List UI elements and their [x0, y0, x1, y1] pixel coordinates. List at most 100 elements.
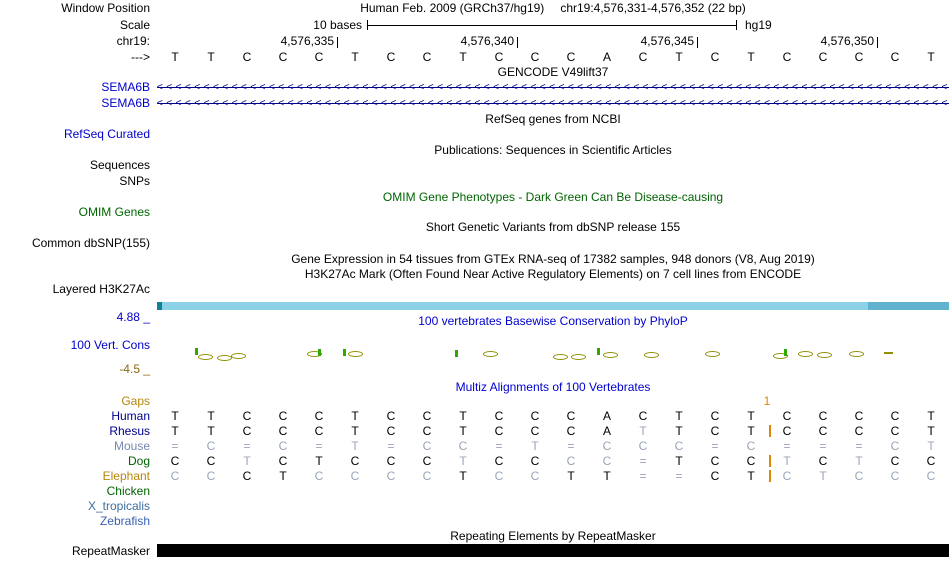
- gtex-title-row: Gene Expression in 54 tissues from GTEx …: [0, 252, 950, 266]
- gene-model-sema6b-2[interactable]: <<<<<<<<<<<<<<<<<<<<<<<<<<<<<<<<<<<<<<<<…: [157, 96, 949, 110]
- alignment-base: C: [746, 454, 756, 468]
- h3k27ac-signal-bar[interactable]: [157, 302, 949, 310]
- alignment-row-elephant[interactable]: Elephant C C C T C C C C T C C T T = = C T C T C C C: [0, 469, 950, 484]
- gencode-title[interactable]: GENCODE V49lift37: [497, 65, 609, 79]
- gene-label-sema6b-2[interactable]: SEMA6B: [101, 96, 150, 110]
- phylop-title-row: 100 vertebrates Basewise Conservation by…: [0, 314, 950, 328]
- alignment-row-x_tropicalis[interactable]: X_tropicalis: [0, 499, 950, 514]
- alignment-row-rhesus[interactable]: Rhesus T T C C C T C C T C C C A T T C T C C C C T: [0, 424, 950, 439]
- sequence-base: C: [782, 50, 792, 64]
- gtex-title[interactable]: Gene Expression in 54 tissues from GTEx …: [291, 252, 815, 266]
- multiz-alignment: Gaps 1 Human T T C C C T C C T C C C A C T C T C C C C T Rhesus T T…: [0, 394, 950, 534]
- gene-label-sema6b-1[interactable]: SEMA6B: [101, 80, 150, 94]
- phylop-negative-mark: [817, 352, 832, 358]
- gap-tick: [769, 455, 771, 467]
- sequence-base: T: [747, 50, 755, 64]
- alignment-base: C: [926, 454, 936, 468]
- dbsnp-title[interactable]: Short Genetic Variants from dbSNP releas…: [425, 220, 681, 234]
- track-label-omim-genes[interactable]: OMIM Genes: [78, 205, 150, 219]
- alignment-base: C: [494, 454, 504, 468]
- omim-title[interactable]: OMIM Gene Phenotypes - Dark Green Can Be…: [382, 190, 724, 204]
- multiz-title[interactable]: Multiz Alignments of 100 Vertebrates: [455, 380, 651, 394]
- species-label[interactable]: Rhesus: [109, 424, 150, 438]
- alignment-row-zebrafish[interactable]: Zebrafish: [0, 514, 950, 529]
- alignment-base: T: [783, 454, 791, 468]
- sequence-base: T: [927, 50, 935, 64]
- alignment-base: C: [926, 469, 936, 483]
- alignment-row-mouse[interactable]: Mouse = C = C = T = C C = T = C C C = C = = = C T: [0, 439, 950, 454]
- track-label-common-dbsnp[interactable]: Common dbSNP(155): [31, 236, 150, 250]
- species-label[interactable]: Human: [111, 409, 150, 423]
- track-label-100-vert-cons[interactable]: 100 Vert. Cons: [70, 338, 150, 352]
- species-label[interactable]: Chicken: [106, 484, 150, 498]
- species-label[interactable]: Dog: [127, 454, 150, 468]
- alignment-base: C: [890, 409, 900, 423]
- repeatmasker-bar[interactable]: [157, 544, 949, 557]
- publications-title[interactable]: Publications: Sequences in Scientific Ar…: [434, 143, 672, 157]
- multiz-gaps-row[interactable]: Gaps 1: [0, 394, 950, 409]
- assembly-name: Human Feb. 2009 (GRCh37/hg19): [360, 1, 545, 15]
- sequence-row: ---> T T C C C T C C T C C C A C T C T C C C C T: [0, 50, 950, 64]
- dbsnp-title-row: Short Genetic Variants from dbSNP releas…: [0, 220, 950, 234]
- coordinate-tick: [877, 37, 878, 48]
- track-label-snps[interactable]: SNPs: [119, 174, 150, 188]
- alignment-base: T: [459, 454, 467, 468]
- alignment-base: T: [351, 424, 359, 438]
- alignment-base: =: [819, 439, 827, 453]
- alignment-base: C: [170, 454, 180, 468]
- alignment-base: C: [278, 439, 288, 453]
- coordinate-ruler[interactable]: 4,576,335 4,576,340 4,576,345 4,576,350: [157, 34, 949, 48]
- alignment-base: C: [278, 409, 288, 423]
- gene-intron-line: [157, 103, 949, 104]
- alignment-row-dog[interactable]: Dog C C T C T C C C T C C C C = T C C T C T C C: [0, 454, 950, 469]
- alignment-base: A: [602, 409, 611, 423]
- alignment-base: T: [531, 439, 539, 453]
- alignment-base: =: [315, 439, 323, 453]
- sequence-base: C: [494, 50, 504, 64]
- alignment-base: C: [818, 424, 828, 438]
- alignment-base: T: [819, 469, 827, 483]
- phylop-negative-mark: [553, 354, 568, 360]
- alignment-base: =: [567, 439, 575, 453]
- track-label-layered-h3k27ac[interactable]: Layered H3K27Ac: [52, 282, 150, 296]
- species-label[interactable]: Zebrafish: [99, 514, 150, 528]
- strand-direction-arrows: <<<<<<<<<<<<<<<<<<<<<<<<<<<<<<<<<<<<<<<<…: [157, 98, 949, 109]
- phylop-negative-mark: [849, 351, 864, 357]
- phylop-title[interactable]: 100 vertebrates Basewise Conservation by…: [418, 314, 688, 328]
- multiz-gaps-label[interactable]: Gaps: [121, 394, 150, 408]
- phylop-label-row: 100 Vert. Cons: [0, 338, 950, 352]
- phylop-positive-mark: [318, 349, 321, 356]
- alignment-base: T: [351, 409, 359, 423]
- gene-model-sema6b-1[interactable]: <<<<<<<<<<<<<<<<<<<<<<<<<<<<<<<<<<<<<<<<…: [157, 80, 949, 94]
- gap-tick: [769, 425, 771, 437]
- omim-label-row: OMIM Genes: [0, 205, 950, 219]
- track-label-repeatmasker[interactable]: RepeatMasker: [71, 544, 150, 558]
- alignment-row-human[interactable]: Human T T C C C T C C T C C C A C T C T C C C C T: [0, 409, 950, 424]
- repeatmasker-title[interactable]: Repeating Elements by RepeatMasker: [450, 529, 656, 543]
- species-label[interactable]: X_tropicalis: [87, 499, 150, 513]
- alignment-row-chicken[interactable]: Chicken: [0, 484, 950, 499]
- sequence-base: C: [710, 50, 720, 64]
- alignment-base: C: [386, 424, 396, 438]
- alignment-base: T: [927, 409, 935, 423]
- scale-bar-right-tick: [736, 20, 737, 30]
- alignment-base: C: [602, 454, 612, 468]
- alignment-base: C: [818, 454, 828, 468]
- refseq-title[interactable]: RefSeq genes from NCBI: [485, 112, 621, 126]
- track-label-refseq-curated[interactable]: RefSeq Curated: [63, 127, 150, 141]
- phylop-conservation-graph[interactable]: [157, 342, 949, 368]
- alignment-base: C: [674, 439, 684, 453]
- phylop-negative-mark: [773, 353, 788, 359]
- track-label-sequences[interactable]: Sequences: [89, 158, 150, 172]
- alignment-base: C: [278, 454, 288, 468]
- phylop-positive-mark: [195, 348, 198, 355]
- h3k27ac-title[interactable]: H3K27Ac Mark (Often Found Near Active Re…: [304, 267, 802, 281]
- phylop-negative-mark: [603, 352, 618, 358]
- scale-bar: [367, 18, 737, 32]
- species-label[interactable]: Mouse: [113, 439, 150, 453]
- strand-direction-arrows: <<<<<<<<<<<<<<<<<<<<<<<<<<<<<<<<<<<<<<<<…: [157, 82, 949, 93]
- alignment-base: C: [818, 409, 828, 423]
- species-label[interactable]: Elephant: [102, 469, 150, 483]
- alignment-base: C: [566, 409, 576, 423]
